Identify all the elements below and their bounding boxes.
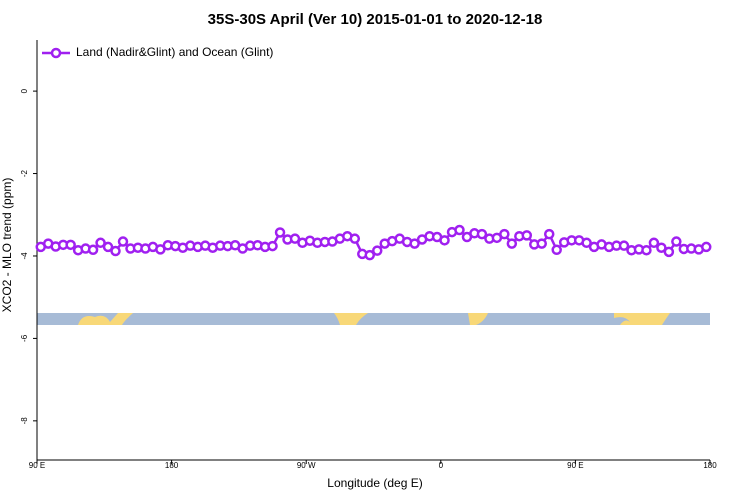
data-point: [289, 233, 301, 244]
data-point: [267, 240, 278, 252]
y-axis-label: XCO2 - MLO trend (ppm): [0, 178, 14, 313]
data-point: [656, 242, 667, 253]
data-point: [618, 240, 630, 251]
y-tick-label: -8: [20, 417, 29, 425]
data-point: [117, 236, 129, 247]
x-tick-label: 90 W: [297, 461, 316, 470]
x-tick-label: 0: [439, 461, 444, 470]
data-point: [409, 238, 420, 249]
x-tick-label: 180: [165, 461, 179, 470]
data-point: [499, 228, 510, 240]
x-tick-label: 90 E: [29, 461, 45, 470]
x-tick-label: 180: [703, 461, 717, 470]
y-tick-label: -2: [20, 169, 29, 177]
data-point: [641, 244, 652, 256]
data-point: [274, 227, 286, 238]
legend-label: Land (Nadir&Glint) and Ocean (Glint): [76, 45, 273, 59]
legend-marker: [50, 47, 62, 59]
data-point: [155, 244, 166, 255]
data-point: [536, 238, 547, 249]
data-point: [543, 228, 555, 240]
data-point: [439, 235, 450, 246]
data-point: [110, 245, 121, 257]
data-point: [506, 238, 518, 249]
data-point: [95, 237, 106, 249]
data-point: [701, 241, 712, 253]
y-tick-label: -4: [20, 252, 29, 260]
x-tick-label: 90 E: [567, 461, 583, 470]
data-point: [648, 237, 660, 249]
data-point: [521, 230, 533, 241]
data-point: [364, 249, 376, 261]
y-tick-label: -6: [20, 334, 29, 342]
data-point: [671, 236, 682, 247]
y-tick-label: 0: [20, 88, 29, 93]
x-axis-label: Longitude (deg E): [327, 476, 422, 490]
data-point: [454, 224, 465, 236]
data-point: [87, 244, 99, 256]
map-strip: [37, 313, 710, 325]
data-point: [476, 228, 488, 240]
data-point: [102, 241, 114, 253]
data-point: [349, 233, 361, 244]
data-point: [371, 245, 383, 256]
data-point: [551, 244, 562, 256]
data-point: [663, 246, 675, 258]
data-point: [581, 237, 592, 249]
chart-title: 35S-30S April (Ver 10) 2015-01-01 to 202…: [208, 11, 543, 28]
data-point: [65, 239, 76, 251]
